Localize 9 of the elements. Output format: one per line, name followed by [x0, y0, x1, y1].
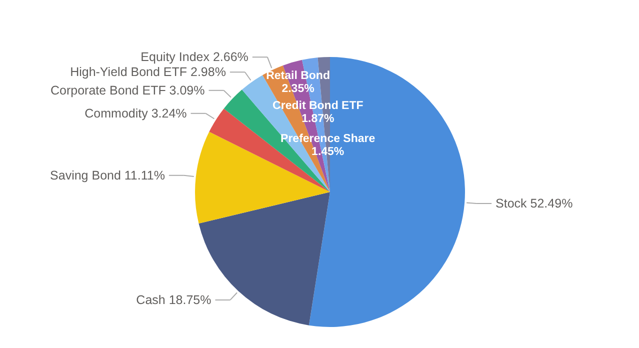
data-label: 1.87% [302, 112, 334, 125]
slice-label: High-Yield Bond ETF 2.98% [70, 65, 226, 80]
slice-label: Commodity 3.24% [84, 106, 187, 120]
slice-label: Stock 52.49% [496, 196, 573, 211]
slice-label: Retail Bond [266, 70, 330, 82]
slice-label: Cash 18.75% [136, 292, 212, 307]
slice-label: Equity Index 2.66% [140, 50, 248, 64]
slice-label: Corporate Bond ETF 3.09% [50, 83, 205, 98]
slice-label: Saving Bond 11.11% [50, 168, 165, 182]
